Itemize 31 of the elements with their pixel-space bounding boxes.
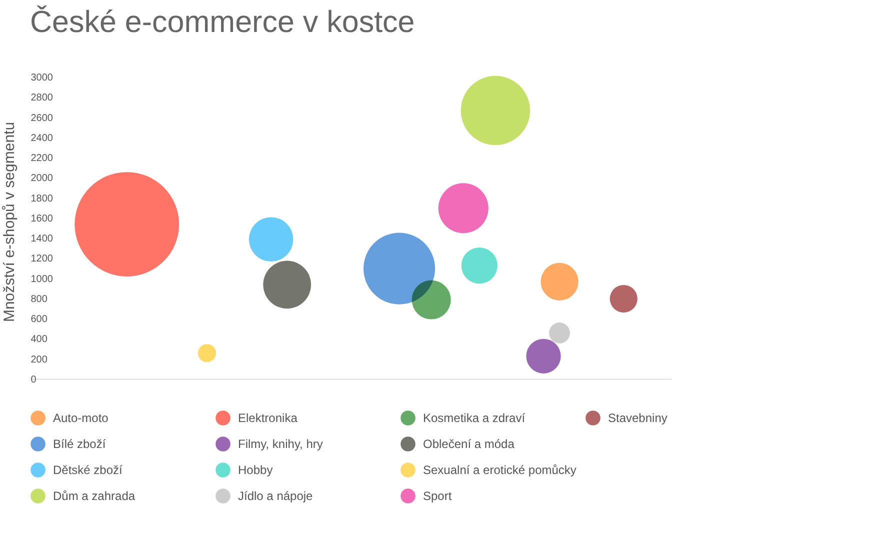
- y-tick-label: 1000: [30, 274, 54, 285]
- y-tick-label: 3000: [30, 72, 54, 84]
- y-tick-label: 1200: [30, 254, 54, 265]
- y-tick-label: 1600: [30, 213, 54, 224]
- legend-label: Stavebniny: [608, 411, 668, 426]
- legend-label: Jídlo a nápoje: [238, 489, 314, 504]
- y-tick-label: 2800: [30, 92, 54, 104]
- y-tick-label: 600: [30, 314, 48, 326]
- legend-label: Auto-moto: [53, 411, 109, 426]
- y-tick-label: 800: [30, 294, 48, 305]
- y-tick-label: 1400: [30, 234, 54, 245]
- chart-title: České e-commerce v kostce: [30, 5, 415, 39]
- y-axis-title: Množství e-shopů v segmentu: [1, 122, 18, 322]
- y-tick-label: 2200: [30, 153, 54, 164]
- legend-label: Kosmetika a zdraví: [423, 411, 526, 426]
- y-tick-label: 2600: [30, 112, 54, 124]
- legend-label: Sport: [423, 489, 452, 504]
- legend-label: Elektronika: [238, 411, 298, 426]
- legend-label: Hobby: [238, 463, 273, 478]
- legend-label: Sexualní a erotické pomůcky: [423, 463, 576, 478]
- legend-label: Dětské zboží: [53, 463, 124, 478]
- y-tick-label: 0: [30, 374, 37, 386]
- legend-label: Dům a zahrada: [53, 489, 136, 504]
- y-tick-label: 1800: [30, 193, 54, 204]
- y-tick-label: 2000: [30, 173, 54, 184]
- legend-label: Filmy, knihy, hry: [238, 437, 323, 452]
- y-tick-label: 200: [30, 354, 48, 366]
- legend-label: Oblečení a móda: [423, 437, 515, 452]
- y-tick-label: 400: [30, 334, 48, 346]
- y-tick-label: 2400: [30, 132, 54, 144]
- legend-label: Bílé zboží: [53, 437, 106, 452]
